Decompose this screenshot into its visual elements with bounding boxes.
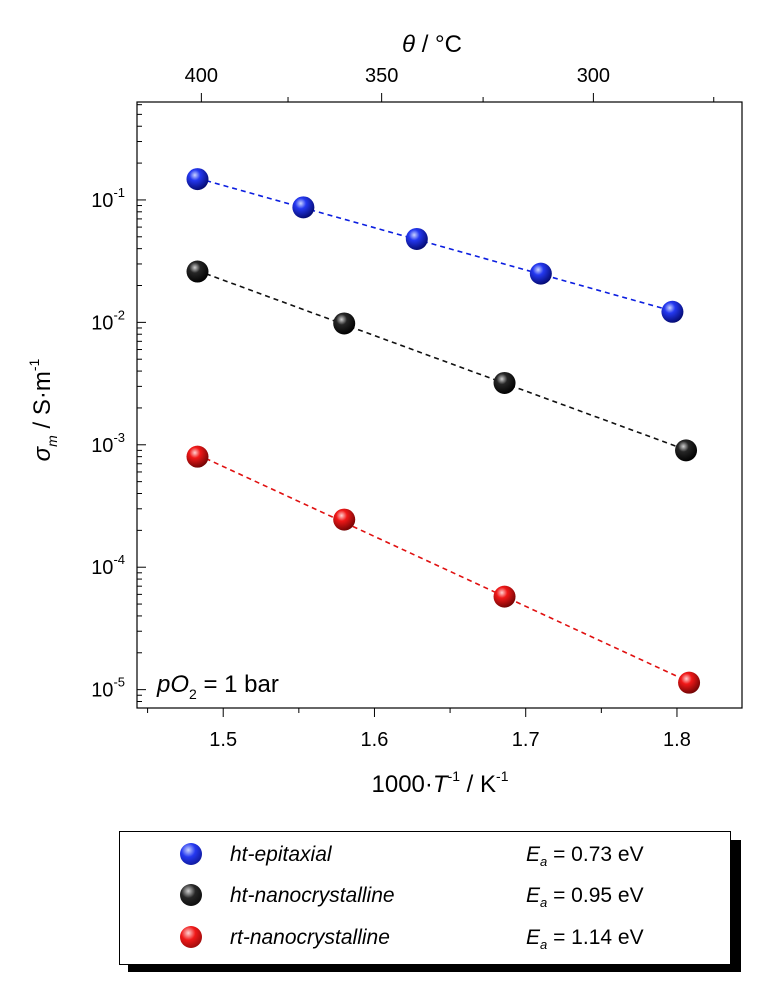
data-point-ht-epitaxial (292, 196, 315, 219)
legend-marker (180, 884, 202, 906)
y-tick-label: 10-3 (91, 430, 125, 457)
x-axis-ticks: 1.5 1.6 1.7 1.8 (147, 708, 691, 751)
top-tick-label: 350 (365, 65, 398, 87)
y-label-unit-sup: -1 (26, 358, 42, 371)
ea-var: E (526, 884, 541, 907)
top-label-sep: / (415, 31, 435, 58)
annotation-text: = 1 bar (197, 671, 279, 698)
fit-lines (197, 177, 690, 683)
ea-value: = 1.14 eV (547, 926, 644, 949)
x-tick-label: 1.5 (209, 729, 237, 751)
x-label-unit-sup: -1 (496, 768, 509, 784)
x-axis-label: 1000·T-1 / K-1 (372, 768, 509, 798)
x-label-main: 1000· (372, 771, 433, 798)
legend-activation-energy: Ea = 1.14 eV (526, 926, 644, 952)
ea-value: = 0.95 eV (547, 884, 644, 907)
top-axis-label: θ / °C (402, 31, 462, 58)
data-point-ht-epitaxial (186, 168, 209, 191)
top-tick-label: 400 (185, 65, 218, 87)
data-point-ht-nanocrystalline (186, 260, 209, 283)
y-tick-label: 10-5 (91, 675, 125, 702)
fit-line-ht-nanocrystalline (197, 269, 687, 451)
x-label-unit: K (480, 771, 496, 798)
annotation-sub: 2 (189, 686, 197, 702)
annotation-var: pO (156, 671, 189, 698)
y-tick-label: 10-2 (91, 307, 125, 334)
data-point-rt-nanocrystalline (678, 671, 701, 694)
x-tick-label: 1.6 (361, 729, 389, 751)
data-point-ht-nanocrystalline (493, 371, 516, 394)
data-point-ht-nanocrystalline (333, 312, 356, 335)
y-tick-label: 10-1 (91, 185, 125, 212)
top-axis-ticks: 400 350 300 (185, 65, 715, 102)
ea-var: E (526, 926, 541, 949)
data-point-ht-nanocrystalline (675, 439, 698, 462)
legend-row: rt-nanocrystalline Ea = 1.14 eV (120, 923, 730, 953)
y-label-var: σ (29, 445, 56, 461)
x-label-sep: / (460, 771, 480, 798)
y-axis-label: σm / S·m-1 (26, 358, 60, 461)
top-tick-label: 300 (577, 65, 610, 87)
legend-activation-energy: Ea = 0.95 eV (526, 884, 644, 910)
x-tick-label: 1.7 (512, 729, 540, 751)
data-point-rt-nanocrystalline (186, 445, 209, 468)
legend-marker (180, 843, 202, 865)
x-label-sup: -1 (448, 768, 461, 784)
x-tick-label: 1.8 (663, 729, 691, 751)
legend-row: ht-nanocrystalline Ea = 0.95 eV (120, 881, 730, 911)
x-label-var: T (433, 771, 450, 798)
legend-activation-energy: Ea = 0.73 eV (526, 843, 644, 869)
ea-value: = 0.73 eV (547, 843, 644, 866)
data-point-rt-nanocrystalline (493, 585, 516, 608)
y-tick-label: 10-4 (91, 552, 125, 579)
legend-row: ht-epitaxial Ea = 0.73 eV (120, 840, 730, 870)
data-point-rt-nanocrystalline (333, 508, 356, 531)
y-label-unit: S·m (29, 371, 56, 415)
plot-frame (136, 101, 743, 709)
y-label-sep: / (29, 415, 56, 435)
ea-sub: a (540, 895, 548, 911)
legend-series-name: rt-nanocrystalline (230, 926, 390, 949)
legend-series-name: ht-nanocrystalline (230, 884, 395, 907)
fit-line-rt-nanocrystalline (197, 453, 690, 683)
ea-var: E (526, 843, 541, 866)
ea-sub: a (540, 854, 548, 870)
y-axis-ticks: 10-1 10-2 10-3 10-4 10-5 (91, 104, 146, 703)
po2-annotation: pO2 = 1 bar (156, 671, 279, 702)
y-label-sub: m (44, 435, 60, 447)
data-point-ht-epitaxial (529, 262, 552, 285)
conductivity-chart: 1.5 1.6 1.7 1.8 400 350 300 10-110-210-310-41… (26, 31, 743, 798)
data-point-ht-epitaxial (405, 227, 428, 250)
legend-marker (180, 926, 202, 948)
top-label-unit: °C (435, 31, 462, 58)
fit-line-ht-epitaxial (197, 177, 673, 312)
ea-sub: a (540, 937, 548, 953)
data-points (186, 168, 701, 694)
top-label-var: θ (402, 31, 415, 58)
legend: ht-epitaxial Ea = 0.73 eV ht-nanocrystal… (119, 831, 731, 965)
data-point-ht-epitaxial (661, 300, 684, 323)
legend-series-name: ht-epitaxial (230, 843, 332, 866)
